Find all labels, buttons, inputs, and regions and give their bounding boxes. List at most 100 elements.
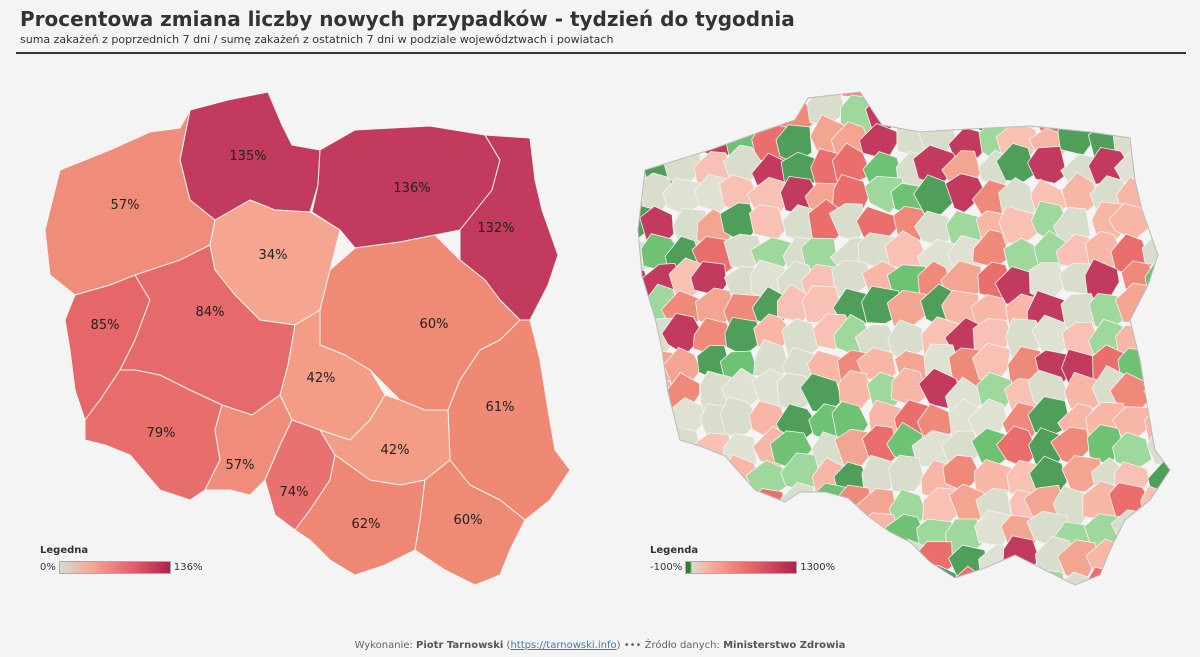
county-cell[interactable] <box>1139 322 1183 362</box>
county-cell[interactable] <box>620 313 654 357</box>
county-cell[interactable] <box>715 571 758 600</box>
county-cell[interactable] <box>1085 566 1121 600</box>
county-cell[interactable] <box>620 376 643 415</box>
footer-link[interactable]: https://tarnowski.info <box>510 640 617 651</box>
county-cell[interactable] <box>832 571 871 600</box>
county-cell[interactable] <box>885 97 927 134</box>
county-cell[interactable] <box>975 70 1021 104</box>
voivodeship-map[interactable]: 135% 136% 132% 57% 34% 60% 85% 84% 42% 6… <box>30 70 590 600</box>
county-cell[interactable] <box>1027 569 1066 600</box>
county-cell[interactable] <box>1121 541 1158 581</box>
county-cell[interactable] <box>1114 282 1156 323</box>
county-cell[interactable] <box>1061 455 1104 492</box>
county-cell[interactable] <box>1140 485 1174 526</box>
county-cell[interactable] <box>727 70 767 106</box>
county-cell[interactable] <box>620 93 654 130</box>
county-cell[interactable] <box>1139 286 1182 328</box>
county-cell[interactable] <box>925 91 963 130</box>
county-cell[interactable] <box>693 456 732 495</box>
county-cell[interactable] <box>1140 515 1179 553</box>
county-cell[interactable] <box>747 488 788 527</box>
county-cell[interactable] <box>1144 93 1189 131</box>
county-cell[interactable] <box>620 70 650 106</box>
county-cell[interactable] <box>1111 96 1155 137</box>
county-cell[interactable] <box>670 453 709 491</box>
county-cell[interactable] <box>864 175 903 214</box>
county-cell[interactable] <box>635 430 678 468</box>
region-podkarpackie[interactable] <box>414 459 526 586</box>
county-cell[interactable] <box>1055 90 1096 128</box>
county-cell[interactable] <box>659 89 704 135</box>
county-cell[interactable] <box>1027 145 1068 184</box>
county-cell[interactable] <box>620 545 651 580</box>
county-cell[interactable] <box>1144 124 1182 164</box>
county-cell[interactable] <box>620 121 648 161</box>
county-cell[interactable] <box>773 70 813 105</box>
county-cell[interactable] <box>913 174 955 216</box>
county-cell[interactable] <box>662 426 701 464</box>
county-cell[interactable] <box>667 122 707 158</box>
county-cell[interactable] <box>1138 565 1179 600</box>
county-cell[interactable] <box>719 396 761 438</box>
county-cell[interactable] <box>697 70 740 107</box>
county-cell[interactable] <box>718 92 759 134</box>
county-cell[interactable] <box>995 572 1039 600</box>
county-cell[interactable] <box>839 536 879 579</box>
county-cell[interactable] <box>945 70 985 101</box>
county-cell[interactable] <box>620 456 651 496</box>
county-cell[interactable] <box>999 70 1043 108</box>
county-cell[interactable] <box>633 398 673 437</box>
county-cell[interactable] <box>887 568 927 601</box>
region-opolskie[interactable] <box>204 394 293 496</box>
county-cell[interactable] <box>1084 95 1130 134</box>
county-cell[interactable] <box>888 454 925 493</box>
county-cell[interactable] <box>1144 70 1185 103</box>
county-cell[interactable] <box>620 428 652 466</box>
county-cell[interactable] <box>945 173 987 213</box>
county-cell[interactable] <box>948 90 991 129</box>
county-cell[interactable] <box>637 458 674 500</box>
county-cell[interactable] <box>638 70 677 107</box>
county-cell[interactable] <box>1117 70 1159 108</box>
county-cell[interactable] <box>995 142 1036 183</box>
county-cell[interactable] <box>1144 261 1183 304</box>
county-cell[interactable] <box>1054 70 1094 107</box>
county-cell[interactable] <box>620 290 646 331</box>
county-cell[interactable] <box>1145 152 1182 191</box>
county-cell[interactable] <box>1113 563 1153 600</box>
county-cell[interactable] <box>1143 535 1181 578</box>
county-cell[interactable] <box>620 266 650 309</box>
county-cells[interactable] <box>620 70 1189 600</box>
county-cell[interactable] <box>866 544 906 586</box>
county-cell[interactable] <box>755 70 796 111</box>
county-cell[interactable] <box>1093 70 1129 106</box>
county-cell[interactable] <box>687 484 733 525</box>
county-cell[interactable] <box>865 90 901 131</box>
county-cell[interactable] <box>620 562 655 601</box>
county-cell[interactable] <box>620 346 653 387</box>
county-cell[interactable] <box>1003 88 1047 133</box>
county-cell[interactable] <box>749 204 786 240</box>
county-cell[interactable] <box>1143 203 1183 244</box>
county-cell[interactable] <box>1140 176 1180 219</box>
county-cell[interactable] <box>667 484 706 526</box>
county-cell[interactable] <box>779 576 821 600</box>
county-cell[interactable] <box>665 70 712 102</box>
county-cell[interactable] <box>977 566 1015 600</box>
county-cell[interactable] <box>620 401 644 443</box>
county-cell[interactable] <box>1025 70 1067 100</box>
county-map[interactable] <box>620 70 1190 600</box>
county-cell[interactable] <box>641 121 684 161</box>
county-cell[interactable] <box>883 70 926 100</box>
county-cell[interactable] <box>691 509 733 546</box>
region-warminsko-mazurskie[interactable] <box>311 125 501 249</box>
county-cell[interactable] <box>638 91 677 131</box>
region-malopolskie[interactable] <box>294 454 426 576</box>
county-cell[interactable] <box>916 70 958 113</box>
county-cell[interactable] <box>1140 342 1183 382</box>
county-cell[interactable] <box>620 486 645 526</box>
county-cell[interactable] <box>636 481 675 526</box>
county-cell[interactable] <box>620 513 652 554</box>
county-cell[interactable] <box>690 96 734 133</box>
county-cell[interactable] <box>1143 371 1185 414</box>
